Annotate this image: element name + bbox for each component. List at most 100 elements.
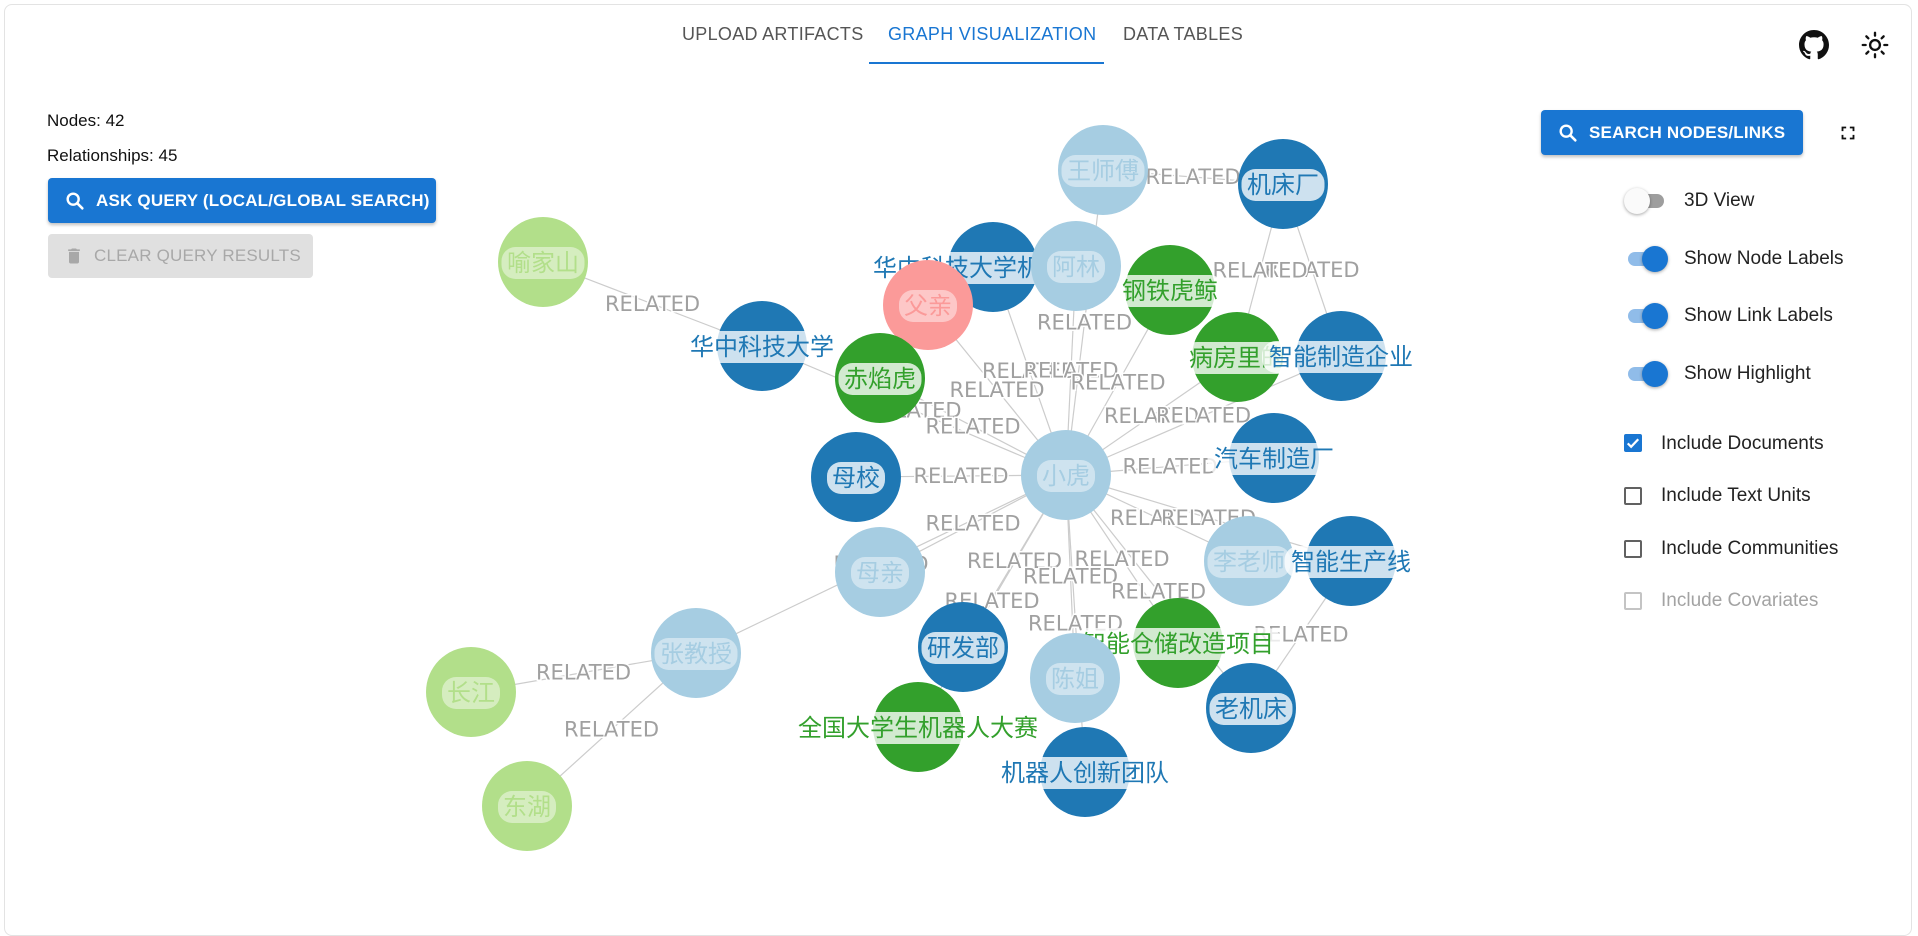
node-circle[interactable] [482, 761, 572, 851]
include-documents-checkbox[interactable] [1624, 434, 1642, 452]
node-label: 李老师 [1213, 548, 1285, 576]
node-label: 母校 [832, 464, 880, 492]
include-communities-checkbox[interactable] [1624, 540, 1642, 558]
node-label: 陈姐 [1051, 665, 1099, 693]
nodes-count: Nodes: 42 [47, 111, 125, 130]
graph-link[interactable] [1065, 169, 1104, 476]
node-circle[interactable] [651, 608, 741, 698]
graph-node[interactable]: 母校 [811, 432, 901, 522]
include-covariates-checkbox[interactable] [1624, 592, 1642, 610]
node-circle[interactable] [426, 647, 516, 737]
link-label: RELATED [605, 292, 700, 316]
search-nodes-links-button[interactable]: SEARCH NODES/LINKS [1541, 110, 1803, 155]
node-label-background [654, 638, 738, 670]
graph-node[interactable]: 东湖 [482, 761, 572, 851]
graph-link[interactable] [1065, 474, 1252, 709]
link-label: RELATED [1104, 404, 1199, 428]
node-circle[interactable] [498, 217, 588, 307]
node-label: 钢铁虎鲸 [1122, 277, 1218, 305]
fullscreen-button[interactable] [1833, 118, 1863, 148]
graph-node[interactable]: 父亲 [883, 260, 973, 350]
include-text-units-checkbox[interactable] [1624, 487, 1642, 505]
node-label: 机器人创新团队 [1001, 759, 1169, 787]
node-circle[interactable] [1204, 516, 1294, 606]
toggle-show-link-labels[interactable] [1624, 302, 1668, 330]
top-tabs: UPLOAD ARTIFACTS GRAPH VISUALIZATION DAT… [0, 0, 1918, 66]
graph-node[interactable]: 长江 [426, 647, 516, 737]
graph-link[interactable] [1065, 474, 1086, 773]
graph-node[interactable]: 陈姐 [1030, 633, 1120, 723]
node-circle[interactable] [1030, 633, 1120, 723]
tab-upload-artifacts[interactable]: UPLOAD ARTIFACTS [682, 24, 864, 44]
node-circle[interactable] [835, 527, 925, 617]
theme-toggle-button[interactable] [1858, 28, 1892, 62]
ask-query-button[interactable]: ASK QUERY (LOCAL/GLOBAL SEARCH) [48, 178, 436, 223]
link-label: RELATED [1111, 580, 1206, 604]
node-label: 老机床 [1215, 695, 1287, 723]
toggle-show-node-labels[interactable] [1624, 245, 1668, 273]
link-label: RELATED [1023, 359, 1118, 383]
github-button[interactable] [1797, 28, 1831, 62]
node-circle[interactable] [883, 260, 973, 350]
graph-link[interactable] [761, 345, 1067, 476]
trash-icon [68, 248, 80, 264]
github-icon [1799, 30, 1829, 60]
clear-query-label: CLEAR QUERY RESULTS [94, 246, 301, 265]
tab-data-tables[interactable]: DATA TABLES [1123, 24, 1244, 44]
search-icon [66, 191, 84, 210]
node-label-background [789, 712, 1047, 744]
ask-query-label: ASK QUERY (LOCAL/GLOBAL SEARCH) [96, 190, 430, 210]
link-label: RELATED [1037, 311, 1132, 335]
link-label: RELATED [1145, 165, 1240, 189]
node-label-background [1284, 546, 1418, 578]
graph-node[interactable]: 研发部 [918, 602, 1008, 692]
link-label: RELATED [925, 415, 1020, 439]
graph-node[interactable]: 智能仓储改造项目 [1074, 598, 1282, 688]
app-frame [4, 4, 1912, 936]
tab-graph-visualization[interactable]: GRAPH VISUALIZATION [888, 24, 1097, 44]
graph-node[interactable]: 张教授 [651, 608, 741, 698]
link-label: RELATED [949, 378, 1044, 402]
graph-node[interactable]: 智能制造企业 [1262, 311, 1420, 401]
graph-node[interactable]: 老机床 [1206, 663, 1296, 753]
link-label: RELATED [1023, 565, 1118, 589]
graph-node[interactable]: 母亲 [835, 527, 925, 617]
node-circle[interactable] [1021, 430, 1111, 520]
graph-node[interactable]: 智能生产线 [1284, 516, 1418, 606]
node-label-background [827, 462, 885, 494]
graph-node[interactable]: 全国大学生机器人大赛 [789, 682, 1047, 772]
graph-node[interactable]: 汽车制造厂 [1207, 413, 1341, 503]
clear-query-button[interactable]: CLEAR QUERY RESULTS [48, 234, 313, 278]
node-label: 长江 [447, 679, 495, 707]
graph-node[interactable]: 喻家山 [498, 217, 588, 307]
graph-node[interactable]: 阿林 [1031, 221, 1121, 311]
toggle-show-node-labels-label: Show Node Labels [1684, 248, 1844, 269]
graph-node[interactable]: 华中科技大学 [683, 301, 841, 391]
toggle-show-highlight[interactable] [1624, 360, 1668, 388]
node-label-background [1241, 169, 1325, 201]
graph-node[interactable]: 机器人创新团队 [993, 727, 1177, 817]
node-label: 华中科技大学 [690, 333, 834, 361]
graph-node[interactable]: 钢铁虎鲸 [1116, 245, 1224, 335]
graph-node[interactable]: 机床厂 [1238, 139, 1328, 229]
toggle-show-highlight-label: Show Highlight [1684, 363, 1811, 384]
link-label: RELATED [1122, 455, 1217, 479]
graph-node[interactable]: 王师傅 [1058, 125, 1148, 215]
active-tab-indicator [869, 62, 1104, 64]
graph-node[interactable]: 赤焰虎 [835, 333, 925, 423]
node-label-background [1061, 155, 1145, 187]
node-label-background [1037, 460, 1095, 492]
node-circle[interactable] [1058, 125, 1148, 215]
check-icon [1626, 438, 1640, 449]
graph-node[interactable]: 李老师 [1204, 516, 1294, 606]
graph-link[interactable] [1065, 355, 1342, 476]
node-label-background [1046, 663, 1104, 695]
node-circle[interactable] [1031, 221, 1121, 311]
node-label: 喻家山 [507, 249, 579, 277]
toggle-3d-view[interactable] [1624, 187, 1668, 215]
graph-node[interactable]: 小虎 [1021, 430, 1111, 520]
include-text-units-label: Include Text Units [1661, 485, 1811, 506]
node-label: 智能生产线 [1291, 548, 1411, 576]
